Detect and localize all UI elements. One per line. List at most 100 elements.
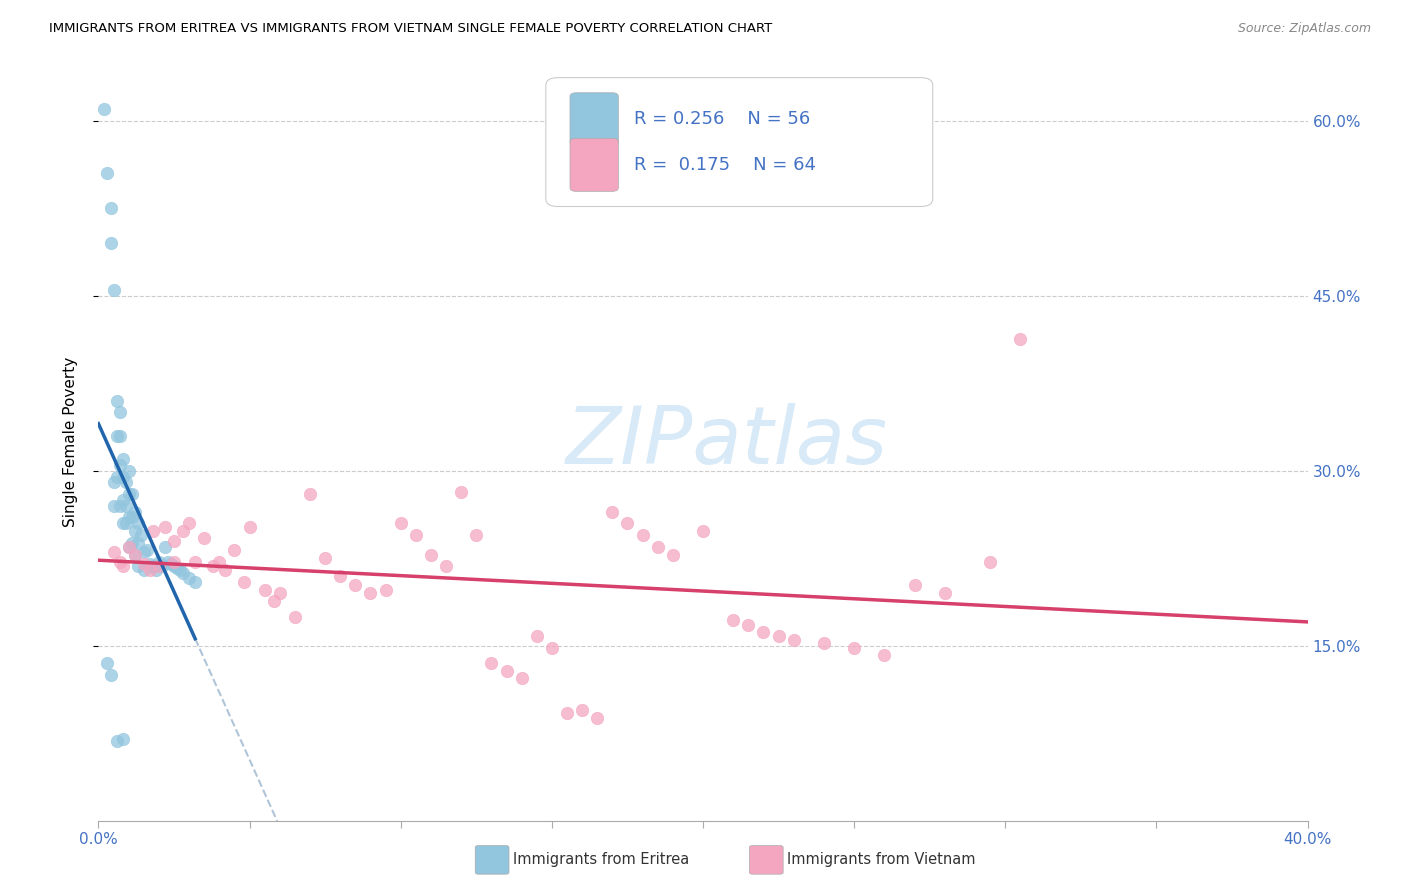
FancyBboxPatch shape [546,78,932,207]
Point [420,548,443,562]
Point [329,568,352,582]
Point [114,516,136,531]
Point [269,586,291,600]
Point [979,555,1001,569]
Point [100,236,122,251]
Point [813,636,835,650]
Point [118,464,141,478]
Point [105,428,128,442]
Point [374,582,396,597]
Point [93,102,115,116]
Point [132,545,155,559]
Point [156,555,179,569]
Point [96,656,118,670]
Point [314,551,336,566]
Point [263,594,285,608]
Point [723,613,745,627]
Point [153,540,176,554]
Point [692,524,714,539]
Text: IMMIGRANTS FROM ERITREA VS IMMIGRANTS FROM VIETNAM SINGLE FEMALE POVERTY CORRELA: IMMIGRANTS FROM ERITREA VS IMMIGRANTS FR… [49,22,772,36]
Point [172,524,194,539]
Point [434,559,457,574]
Point [299,487,322,501]
Point [163,555,186,569]
Point [96,166,118,180]
Point [661,548,683,562]
Point [586,711,609,725]
Point [105,469,128,483]
Point [150,559,173,574]
Point [193,532,215,546]
FancyBboxPatch shape [569,138,619,191]
Point [118,540,141,554]
Point [132,563,155,577]
Point [111,469,134,483]
Point [124,524,146,539]
Point [121,487,143,501]
Point [132,557,155,571]
Text: ZIPatlas: ZIPatlas [567,402,889,481]
Point [166,560,188,574]
Point [1010,332,1032,346]
Point [111,559,134,574]
Point [783,632,806,647]
Point [360,586,382,600]
Point [139,563,162,577]
Point [179,516,201,531]
Point [111,731,134,746]
Point [127,536,149,550]
Point [127,559,149,574]
Point [873,648,896,662]
Point [284,609,307,624]
Point [214,563,236,577]
Point [108,499,131,513]
Point [495,665,517,679]
Point [100,201,122,215]
Point [510,671,533,685]
Point [224,543,246,558]
Point [111,492,134,507]
Point [934,586,956,600]
Point [111,452,134,467]
Point [118,510,141,524]
Point [108,405,131,419]
Point [184,555,207,569]
Point [465,528,488,542]
Point [647,540,669,554]
Point [108,555,131,569]
Point [105,393,128,408]
Point [108,428,131,442]
Point [148,555,170,569]
Point [114,475,136,490]
Point [124,548,146,562]
Point [124,504,146,518]
Point [179,571,201,585]
Text: R =  0.175    N = 64: R = 0.175 N = 64 [634,156,815,174]
Point [153,519,176,533]
Text: Source: ZipAtlas.com: Source: ZipAtlas.com [1237,22,1371,36]
Point [184,574,207,589]
Point [540,640,562,655]
Point [172,566,194,581]
Point [526,629,548,643]
Point [118,487,141,501]
FancyBboxPatch shape [569,93,619,145]
Point [114,499,136,513]
Point [208,555,231,569]
Point [103,283,125,297]
Point [405,528,427,542]
Point [202,559,225,574]
Point [752,624,775,639]
Point [135,543,157,558]
Point [163,559,186,574]
Point [121,536,143,550]
Point [142,559,165,574]
Text: R = 0.256    N = 56: R = 0.256 N = 56 [634,111,810,128]
Point [169,563,191,577]
Point [160,557,183,571]
Point [139,557,162,571]
Point [145,563,167,577]
Point [142,524,165,539]
Point [108,458,131,472]
Point [904,578,927,592]
